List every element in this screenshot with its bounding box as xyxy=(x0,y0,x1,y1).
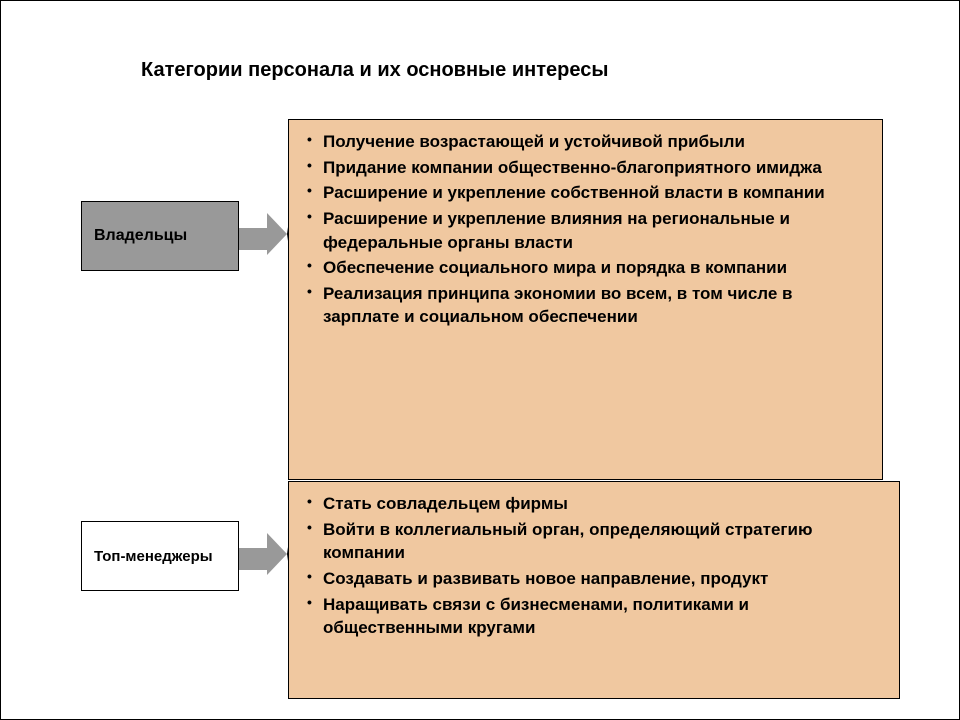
list-item: Войти в коллегиальный орган, определяющи… xyxy=(303,518,885,565)
arrow-shaft xyxy=(239,228,267,250)
list-item: Обеспечение социального мира и порядка в… xyxy=(303,256,868,280)
content-box-owners: Получение возрастающей и устойчивой приб… xyxy=(288,119,883,480)
category-label: Топ-менеджеры xyxy=(94,548,213,565)
category-box-owners: Владельцы xyxy=(81,201,239,271)
list-item: Наращивать связи с бизнесменами, политик… xyxy=(303,593,885,640)
arrow-head xyxy=(267,533,290,575)
category-box-top-managers: Топ-менеджеры xyxy=(81,521,239,591)
list-item: Реализация принципа экономии во всем, в … xyxy=(303,282,868,329)
page-title: Категории персонала и их основные интере… xyxy=(141,59,608,82)
content-box-top-managers: Стать совладельцем фирмыВойти в коллегиа… xyxy=(288,481,900,699)
arrow-head xyxy=(267,213,290,255)
arrow-shaft xyxy=(239,548,267,570)
list-item: Стать совладельцем фирмы xyxy=(303,492,885,516)
list-item: Получение возрастающей и устойчивой приб… xyxy=(303,130,868,154)
arrow-owners xyxy=(239,223,290,255)
list-item: Расширение и укрепление влияния на регио… xyxy=(303,207,868,254)
category-label: Владельцы xyxy=(94,227,187,245)
arrow-top-managers xyxy=(239,543,290,575)
list-item: Придание компании общественно-благоприят… xyxy=(303,156,868,180)
bullet-list-top-managers: Стать совладельцем фирмыВойти в коллегиа… xyxy=(289,482,899,652)
bullet-list-owners: Получение возрастающей и устойчивой приб… xyxy=(289,120,882,341)
list-item: Создавать и развивать новое направление,… xyxy=(303,567,885,591)
list-item: Расширение и укрепление собственной влас… xyxy=(303,181,868,205)
